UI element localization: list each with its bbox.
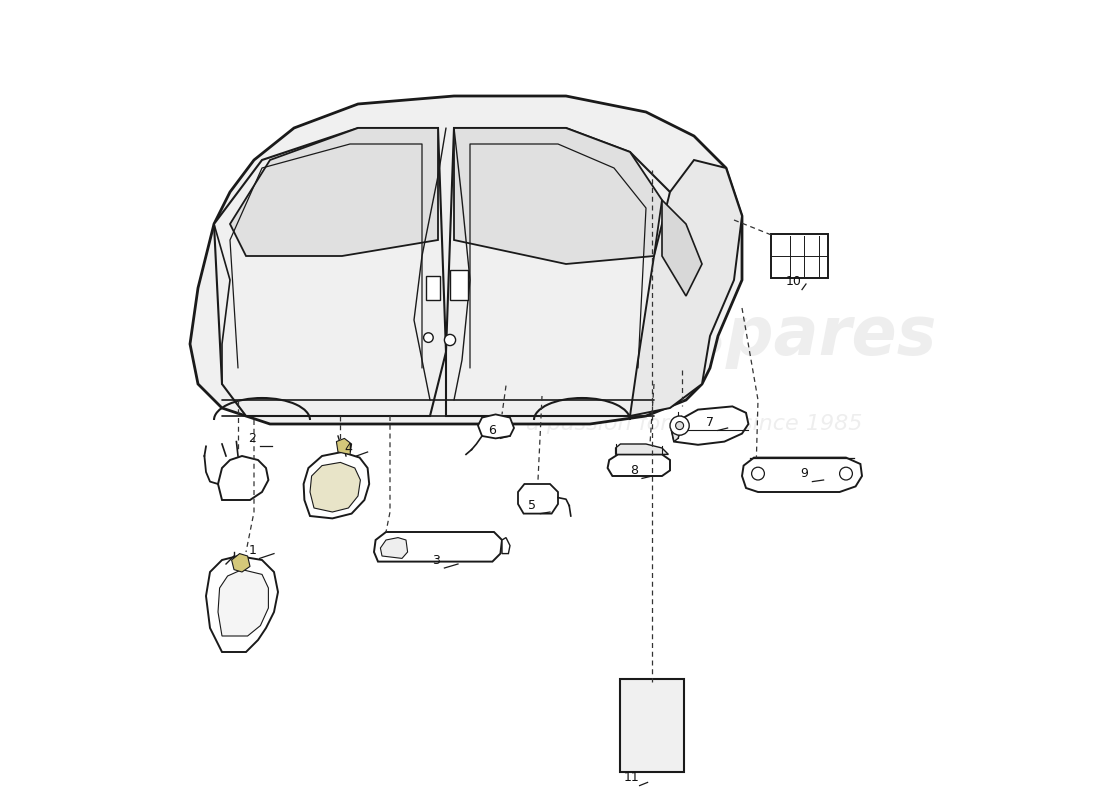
Polygon shape: [446, 128, 670, 416]
Text: 3: 3: [432, 554, 440, 566]
Text: 6: 6: [488, 424, 496, 437]
Polygon shape: [381, 538, 408, 558]
Polygon shape: [630, 160, 742, 416]
Polygon shape: [218, 456, 268, 500]
Polygon shape: [662, 200, 702, 296]
Polygon shape: [616, 444, 669, 454]
Text: 11: 11: [624, 771, 639, 784]
Circle shape: [424, 333, 433, 342]
FancyBboxPatch shape: [771, 234, 828, 278]
Polygon shape: [304, 452, 370, 518]
Bar: [426, 276, 440, 300]
Circle shape: [444, 334, 455, 346]
Polygon shape: [218, 570, 268, 636]
Text: 10: 10: [786, 275, 802, 288]
Polygon shape: [478, 414, 514, 438]
Circle shape: [839, 467, 853, 480]
Polygon shape: [230, 128, 438, 256]
Polygon shape: [502, 538, 510, 554]
Polygon shape: [337, 438, 352, 454]
Polygon shape: [672, 416, 682, 442]
Circle shape: [751, 467, 764, 480]
Text: eurospares: eurospares: [515, 303, 937, 369]
Circle shape: [670, 416, 690, 435]
Polygon shape: [374, 532, 502, 562]
Text: 9: 9: [801, 467, 808, 480]
Polygon shape: [232, 554, 250, 572]
Polygon shape: [454, 128, 662, 264]
Polygon shape: [518, 484, 558, 514]
Polygon shape: [190, 96, 742, 424]
Polygon shape: [214, 128, 446, 416]
Text: a passion for parts since 1985: a passion for parts since 1985: [526, 414, 862, 434]
Polygon shape: [672, 406, 748, 445]
Text: 8: 8: [630, 464, 638, 477]
Text: 1: 1: [249, 544, 256, 557]
Text: 5: 5: [528, 499, 537, 512]
Polygon shape: [310, 462, 361, 512]
Polygon shape: [206, 556, 278, 652]
Text: 4: 4: [344, 442, 352, 454]
Circle shape: [675, 422, 683, 430]
Polygon shape: [607, 454, 670, 476]
FancyBboxPatch shape: [619, 679, 684, 772]
Text: 7: 7: [706, 416, 714, 429]
Text: 2: 2: [249, 432, 256, 445]
Bar: [450, 270, 468, 300]
Polygon shape: [742, 458, 862, 492]
